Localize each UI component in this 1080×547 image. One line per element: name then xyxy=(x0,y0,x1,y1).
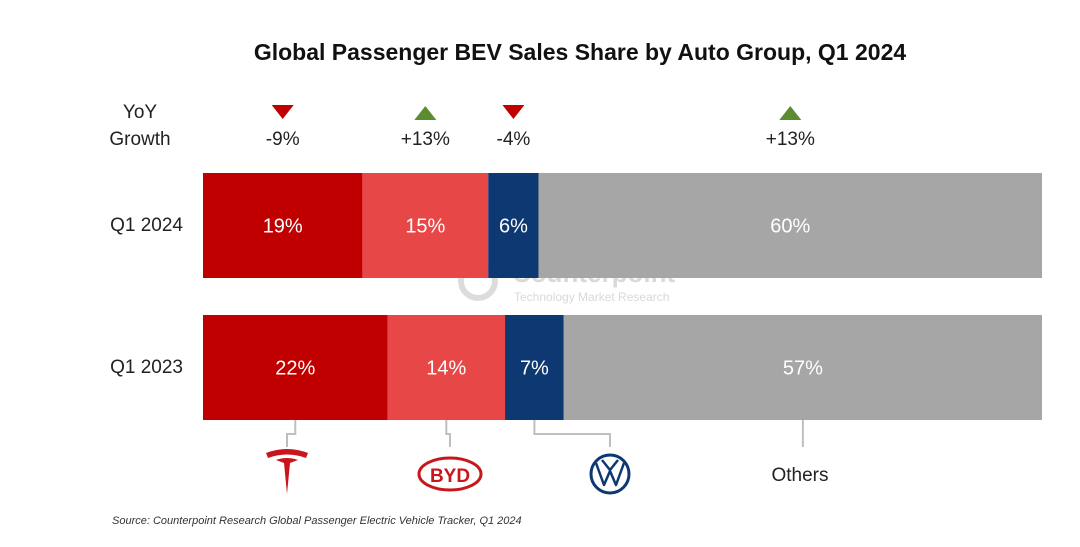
connector-line-vw xyxy=(533,420,611,447)
source-note: Source: Counterpoint Research Global Pas… xyxy=(112,515,522,527)
data-label-others-q1-2024: 60% xyxy=(770,216,810,238)
tesla-logo-icon xyxy=(266,449,308,494)
category-label-q1-2023: Q1 2023 xyxy=(110,357,183,378)
yoy-down-arrow-icon-tesla xyxy=(271,105,294,119)
data-label-tesla-q1-2023: 22% xyxy=(275,358,315,380)
bar-others-q1-2024 xyxy=(538,173,1042,278)
bar-others-q1-2023 xyxy=(563,315,1042,420)
data-label-byd-q1-2023: 14% xyxy=(426,358,466,380)
connector-line-byd xyxy=(445,420,451,447)
vw-logo-icon xyxy=(589,453,631,495)
yoy-label-tesla: -9% xyxy=(266,129,300,150)
data-label-vw-q1-2023: 7% xyxy=(520,358,549,380)
chart-title: Global Passenger BEV Sales Share by Auto… xyxy=(254,39,907,65)
connectors-layer xyxy=(286,420,804,447)
byd-logo-icon xyxy=(417,456,483,492)
yoy-up-arrow-icon-others xyxy=(779,106,802,120)
yoy-down-arrow-icon-vw xyxy=(502,105,525,119)
yoy-header-line1: YoY xyxy=(123,102,157,123)
yoy-header-line2: Growth xyxy=(109,129,170,150)
data-label-vw-q1-2024: 6% xyxy=(499,216,528,238)
byd-logo-text: BYD xyxy=(430,466,470,487)
yoy-label-vw: -4% xyxy=(497,129,531,150)
legend-tesla xyxy=(266,449,308,494)
bar-tesla-q1-2024 xyxy=(203,173,363,278)
yoy-label-others: +13% xyxy=(766,129,815,150)
data-label-tesla-q1-2024: 19% xyxy=(263,216,303,238)
bar-byd-q1-2024 xyxy=(362,173,489,278)
legend-vw xyxy=(589,453,631,495)
watermark-line2: Technology Market Research xyxy=(514,290,669,304)
yoy-up-arrow-icon-byd xyxy=(414,106,437,120)
bar-vw-q1-2024 xyxy=(488,173,539,278)
connector-line-tesla xyxy=(286,420,297,447)
bars-layer: 19% 15% 6% 60% 22% 14% 7% 57% xyxy=(203,173,1042,420)
yoy-label-byd: +13% xyxy=(401,129,450,150)
legend-byd: BYD xyxy=(417,456,483,492)
data-label-others-q1-2023: 57% xyxy=(783,358,823,380)
category-label-q1-2024: Q1 2024 xyxy=(110,215,183,236)
yoy-layer: -9% +13% -4% +13% xyxy=(266,105,815,150)
data-label-byd-q1-2024: 15% xyxy=(405,216,445,238)
bar-tesla-q1-2023 xyxy=(203,315,388,420)
legend-others-label: Others xyxy=(771,465,828,486)
bar-byd-q1-2023 xyxy=(387,315,506,420)
bar-vw-q1-2023 xyxy=(505,315,564,420)
